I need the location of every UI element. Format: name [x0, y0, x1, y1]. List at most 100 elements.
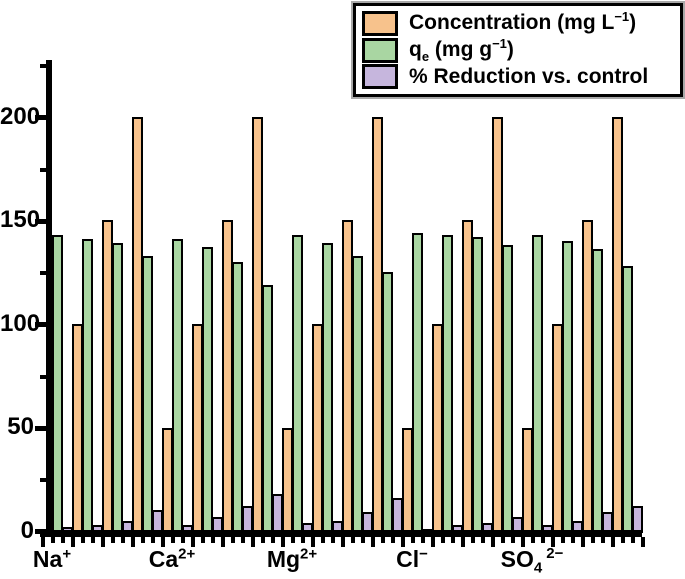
x-axis-tick [541, 537, 545, 543]
x-axis-tick [121, 537, 125, 543]
qe-bar [562, 241, 573, 533]
x-axis-tick [471, 537, 475, 543]
x-axis-tick [441, 537, 445, 543]
x-axis-tick [611, 537, 615, 547]
x-axis-tick [641, 537, 645, 547]
x-group-label-cl: Cl− [396, 545, 428, 572]
qe-bar [382, 272, 393, 533]
x-axis-tick [591, 537, 595, 543]
x-axis-tick [61, 537, 65, 543]
x-axis-tick [241, 537, 245, 543]
x-axis-tick [251, 537, 255, 547]
y-axis-tick [35, 115, 46, 120]
x-axis-tick [91, 537, 95, 543]
legend-swatch-concentration [362, 10, 398, 36]
x-axis-tick [351, 537, 355, 543]
legend-swatch-reduction [362, 64, 398, 90]
x-axis-tick [51, 537, 55, 543]
reduction-bar [632, 506, 643, 533]
x-axis-tick [421, 537, 425, 543]
x-group-label-so4: SO42− [500, 545, 564, 577]
x-axis-tick [171, 537, 175, 543]
qe-bar [292, 235, 303, 533]
x-group-label-na: Na+ [32, 545, 72, 572]
x-axis-tick [341, 537, 345, 547]
x-axis-tick [101, 537, 105, 547]
qe-bar [412, 233, 423, 533]
y-axis-tick [35, 219, 46, 224]
x-axis-tick [491, 537, 495, 547]
y-axis-tick [40, 375, 46, 379]
x-axis-tick [271, 537, 275, 543]
qe-bar [352, 256, 363, 533]
x-axis-tick [521, 537, 525, 547]
x-axis-tick [211, 537, 215, 543]
qe-bar [142, 256, 153, 533]
x-axis-tick [371, 537, 375, 547]
y-axis-tick [35, 426, 46, 431]
qe-bar [502, 245, 513, 533]
x-axis-tick [451, 537, 455, 543]
qe-bar [82, 239, 93, 533]
qe-bar [442, 235, 453, 533]
x-axis-tick [181, 537, 185, 543]
y-axis-tick [40, 64, 46, 68]
legend-swatch-qe [362, 37, 398, 63]
x-axis-tick [561, 537, 565, 543]
y-axis-tick [35, 529, 46, 534]
y-axis-tick [40, 271, 46, 275]
legend-label-concentration: Concentration (mg L−1) [409, 9, 637, 35]
qe-bar [112, 243, 123, 533]
x-axis-tick [151, 537, 155, 543]
x-axis-tick [621, 537, 625, 543]
y-axis-tick [40, 168, 46, 172]
x-axis-tick [141, 537, 145, 543]
x-axis-line [40, 530, 642, 537]
y-tick-label: 50 [7, 413, 34, 440]
x-axis-tick [571, 537, 575, 543]
qe-bar [52, 235, 63, 533]
y-axis-line [46, 60, 52, 537]
legend-item-qe: qe (mg g−1) [362, 37, 674, 64]
x-axis-tick [631, 537, 635, 543]
qe-bar [172, 239, 183, 533]
y-tick-label: 150 [0, 206, 41, 233]
x-axis-tick [291, 537, 295, 543]
qe-bar [622, 266, 633, 533]
x-axis-tick [231, 537, 235, 543]
x-axis-tick [401, 537, 405, 547]
legend-item-reduction: % Reduction vs. control [362, 63, 674, 90]
x-axis-tick [601, 537, 605, 543]
reduction-bar [272, 494, 283, 533]
x-axis-tick [391, 537, 395, 543]
y-tick-label: 200 [0, 103, 41, 130]
x-axis-tick [501, 537, 505, 543]
x-axis-tick [431, 537, 435, 547]
x-axis-tick [581, 537, 585, 547]
qe-bar [322, 243, 333, 533]
x-axis-tick [131, 537, 135, 547]
x-axis-tick [331, 537, 335, 543]
legend: Concentration (mg L−1) qe (mg g−1) % Red… [353, 3, 683, 97]
x-axis-tick [531, 537, 535, 543]
reduction-bar [242, 506, 253, 533]
qe-bar [232, 262, 243, 533]
x-axis-tick [111, 537, 115, 543]
x-axis-tick [191, 537, 195, 547]
x-axis-tick [311, 537, 315, 547]
x-axis-tick [201, 537, 205, 543]
qe-bar [532, 235, 543, 533]
legend-label-qe: qe (mg g−1) [409, 36, 514, 65]
qe-bar [592, 249, 603, 533]
x-axis-tick [41, 537, 45, 547]
legend-item-concentration: Concentration (mg L−1) [362, 10, 674, 37]
x-axis-tick [81, 537, 85, 543]
x-group-label-mg: Mg2+ [266, 545, 318, 572]
x-axis-tick [321, 537, 325, 543]
x-axis-tick [551, 537, 555, 547]
y-tick-label: 100 [0, 310, 41, 337]
x-axis-tick [161, 537, 165, 547]
x-axis-tick [361, 537, 365, 543]
x-axis-tick [481, 537, 485, 543]
